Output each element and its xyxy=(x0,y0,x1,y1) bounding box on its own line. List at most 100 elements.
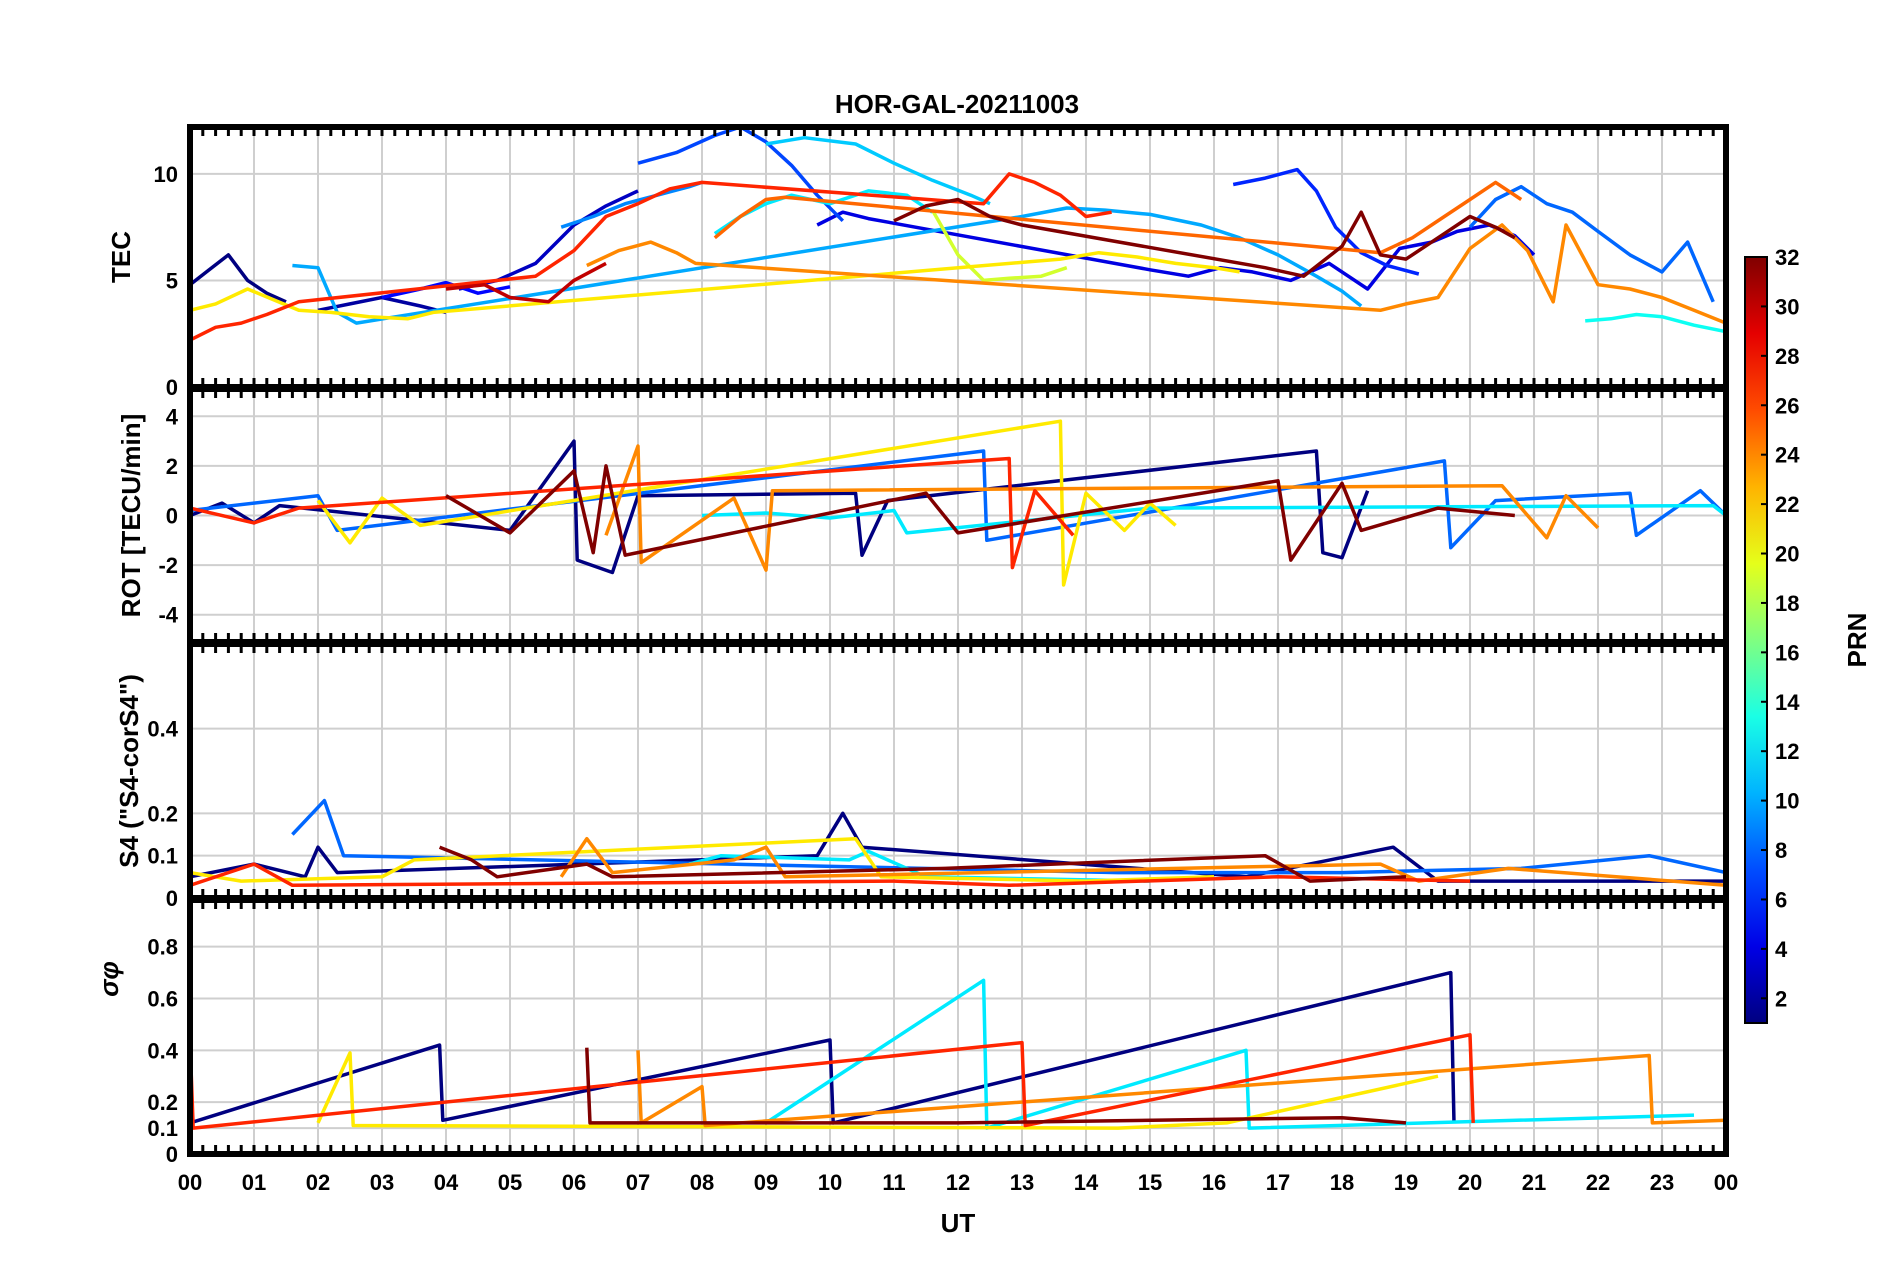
rot-series-prn-24 xyxy=(604,444,1600,572)
colorbar-tick-label: 26 xyxy=(1775,393,1799,418)
chart-title: HOR-GAL-20211003 xyxy=(835,89,1079,119)
xtick-label: 06 xyxy=(562,1170,586,1195)
x-axis-label: UT xyxy=(941,1208,976,1238)
tec-series-prn-5 xyxy=(381,280,511,300)
sigma-series-prn-12 xyxy=(765,978,1695,1130)
sigma-ytick-label: 0.1 xyxy=(147,1116,178,1141)
xtick-label: 22 xyxy=(1586,1170,1610,1195)
tec-series-prn-11 xyxy=(765,135,991,206)
s4-ytick-label: 0.1 xyxy=(147,844,178,869)
colorbar-tick-label: 10 xyxy=(1775,789,1799,814)
colorbar-tick-label: 14 xyxy=(1775,690,1800,715)
rot-ytick-label: 0 xyxy=(166,504,178,529)
rot-ytick-label: 4 xyxy=(166,404,179,429)
rot-series-group xyxy=(190,419,1726,587)
rot-series-prn-12 xyxy=(701,503,1726,535)
tec-series-prn-27 xyxy=(190,172,1112,342)
xtick-label: 11 xyxy=(882,1170,905,1195)
s4-ytick-label: 0.2 xyxy=(147,801,178,826)
xtick-label: 12 xyxy=(946,1170,970,1195)
colorbar-tick-label: 8 xyxy=(1775,838,1787,863)
colorbar-tick-label: 16 xyxy=(1775,640,1799,665)
xtick-label: 02 xyxy=(306,1170,330,1195)
xtick-label: 08 xyxy=(690,1170,714,1195)
tec-series-prn-30 xyxy=(445,261,607,304)
rot-series-prn-21 xyxy=(316,419,1177,587)
colorbar-tick-label: 12 xyxy=(1775,739,1799,764)
colorbar-tick-label: 22 xyxy=(1775,492,1799,517)
colorbar-label: PRN xyxy=(1842,613,1872,668)
panel-s4: 0 0.1 0.2 0.4S4 ("S4-corS4") xyxy=(114,641,1729,911)
sigma-ytick-label: 0.8 xyxy=(147,935,178,960)
panel-rot: -4 -2 0 2 4 ROT [TECU/min] xyxy=(116,386,1729,645)
rot-series-prn-8 xyxy=(190,449,1726,550)
s4-ytick-label: 0 xyxy=(166,886,178,911)
s4-series-prn-8 xyxy=(291,798,1726,875)
s4-ytick-label: 0.4 xyxy=(147,717,178,742)
s4-series-prn-27 xyxy=(190,862,1471,888)
xtick-label: 10 xyxy=(818,1170,842,1195)
sigma-ytick-label: 0.6 xyxy=(147,986,178,1011)
colorbar-tick-label: 6 xyxy=(1775,887,1787,912)
rot-ytick-label: 2 xyxy=(166,454,178,479)
colorbar-tick-label: 20 xyxy=(1775,542,1799,567)
tec-series-prn-24 xyxy=(586,223,1726,325)
colorbar-tick-label: 18 xyxy=(1775,591,1799,616)
colorbar-tick-label: 2 xyxy=(1775,986,1787,1011)
xtick-label: 17 xyxy=(1266,1170,1290,1195)
rot-series-prn-32 xyxy=(445,464,1515,562)
xtick-label: 03 xyxy=(370,1170,394,1195)
xtick-label: 13 xyxy=(1010,1170,1034,1195)
s4-ylabel: S4 ("S4-corS4") xyxy=(114,674,144,868)
colorbar-tick-label: 24 xyxy=(1775,443,1800,468)
tec-ytick-label: 0 xyxy=(166,375,178,400)
tec-series-prn-19 xyxy=(930,209,1068,283)
rot-ylabel: ROT [TECU/min] xyxy=(116,414,146,618)
xtick-label: 20 xyxy=(1458,1170,1482,1195)
xtick-label: 21 xyxy=(1522,1170,1546,1195)
colorbar-tick-label: 30 xyxy=(1775,294,1799,319)
tec-ytick-label: 10 xyxy=(154,162,178,187)
xtick-label: 23 xyxy=(1650,1170,1674,1195)
colorbar-tick-label: 4 xyxy=(1775,937,1788,962)
sigma-series-prn-1 xyxy=(190,970,1456,1125)
xtick-label: 14 xyxy=(1074,1170,1099,1195)
xtick-label: 09 xyxy=(754,1170,778,1195)
xtick-label: 07 xyxy=(626,1170,650,1195)
xtick-label: 05 xyxy=(498,1170,522,1195)
sigma-ytick-label: 0.2 xyxy=(147,1090,178,1115)
xtick-label: 00 xyxy=(178,1170,202,1195)
xtick-label: 04 xyxy=(434,1170,459,1195)
s4-series-prn-21 xyxy=(190,836,1215,883)
rot-series-prn-27 xyxy=(190,456,1075,570)
sigma-ytick-label: 0 xyxy=(166,1142,178,1167)
s4-series-prn-24 xyxy=(559,836,1726,888)
xtick-label: 19 xyxy=(1394,1170,1418,1195)
tec-series-prn-6 xyxy=(1232,167,1420,276)
s4-series-prn-32 xyxy=(438,845,1407,883)
tec-ylabel: TEC xyxy=(106,231,136,283)
tec-series-prn-21 xyxy=(190,250,1240,321)
tec-ytick-label: 5 xyxy=(166,268,178,293)
panel-sigma: 00.10.2 0.4 0.6 0.8 σφ 00 01 02 03 04 05 06 07 08 09 10… xyxy=(94,897,1738,1238)
xtick-label: 18 xyxy=(1330,1170,1354,1195)
s4-series-group xyxy=(190,798,1726,888)
s4-series-prn-1 xyxy=(190,811,1726,883)
tec-series-prn-25 xyxy=(713,180,1523,255)
colorbar-tick-label: 32 xyxy=(1775,245,1799,270)
xtick-label: 00 xyxy=(1714,1170,1738,1195)
tec-series-prn-8 xyxy=(1468,184,1715,303)
xtick-label: 15 xyxy=(1138,1170,1162,1195)
tec-series-prn-13 xyxy=(1585,312,1726,334)
sigma-ytick-label: 0.4 xyxy=(147,1038,178,1063)
xtick-label: 16 xyxy=(1202,1170,1226,1195)
tec-series-prn-1 xyxy=(190,253,287,304)
colorbar-tick-label: 28 xyxy=(1775,344,1799,369)
sigma-series-prn-32 xyxy=(585,1047,1407,1125)
panel-tec: 0 5 10 TEC xyxy=(106,124,1729,400)
sigma-series-prn-21 xyxy=(316,1051,1439,1130)
sigma-ylabel: σφ xyxy=(94,961,124,997)
